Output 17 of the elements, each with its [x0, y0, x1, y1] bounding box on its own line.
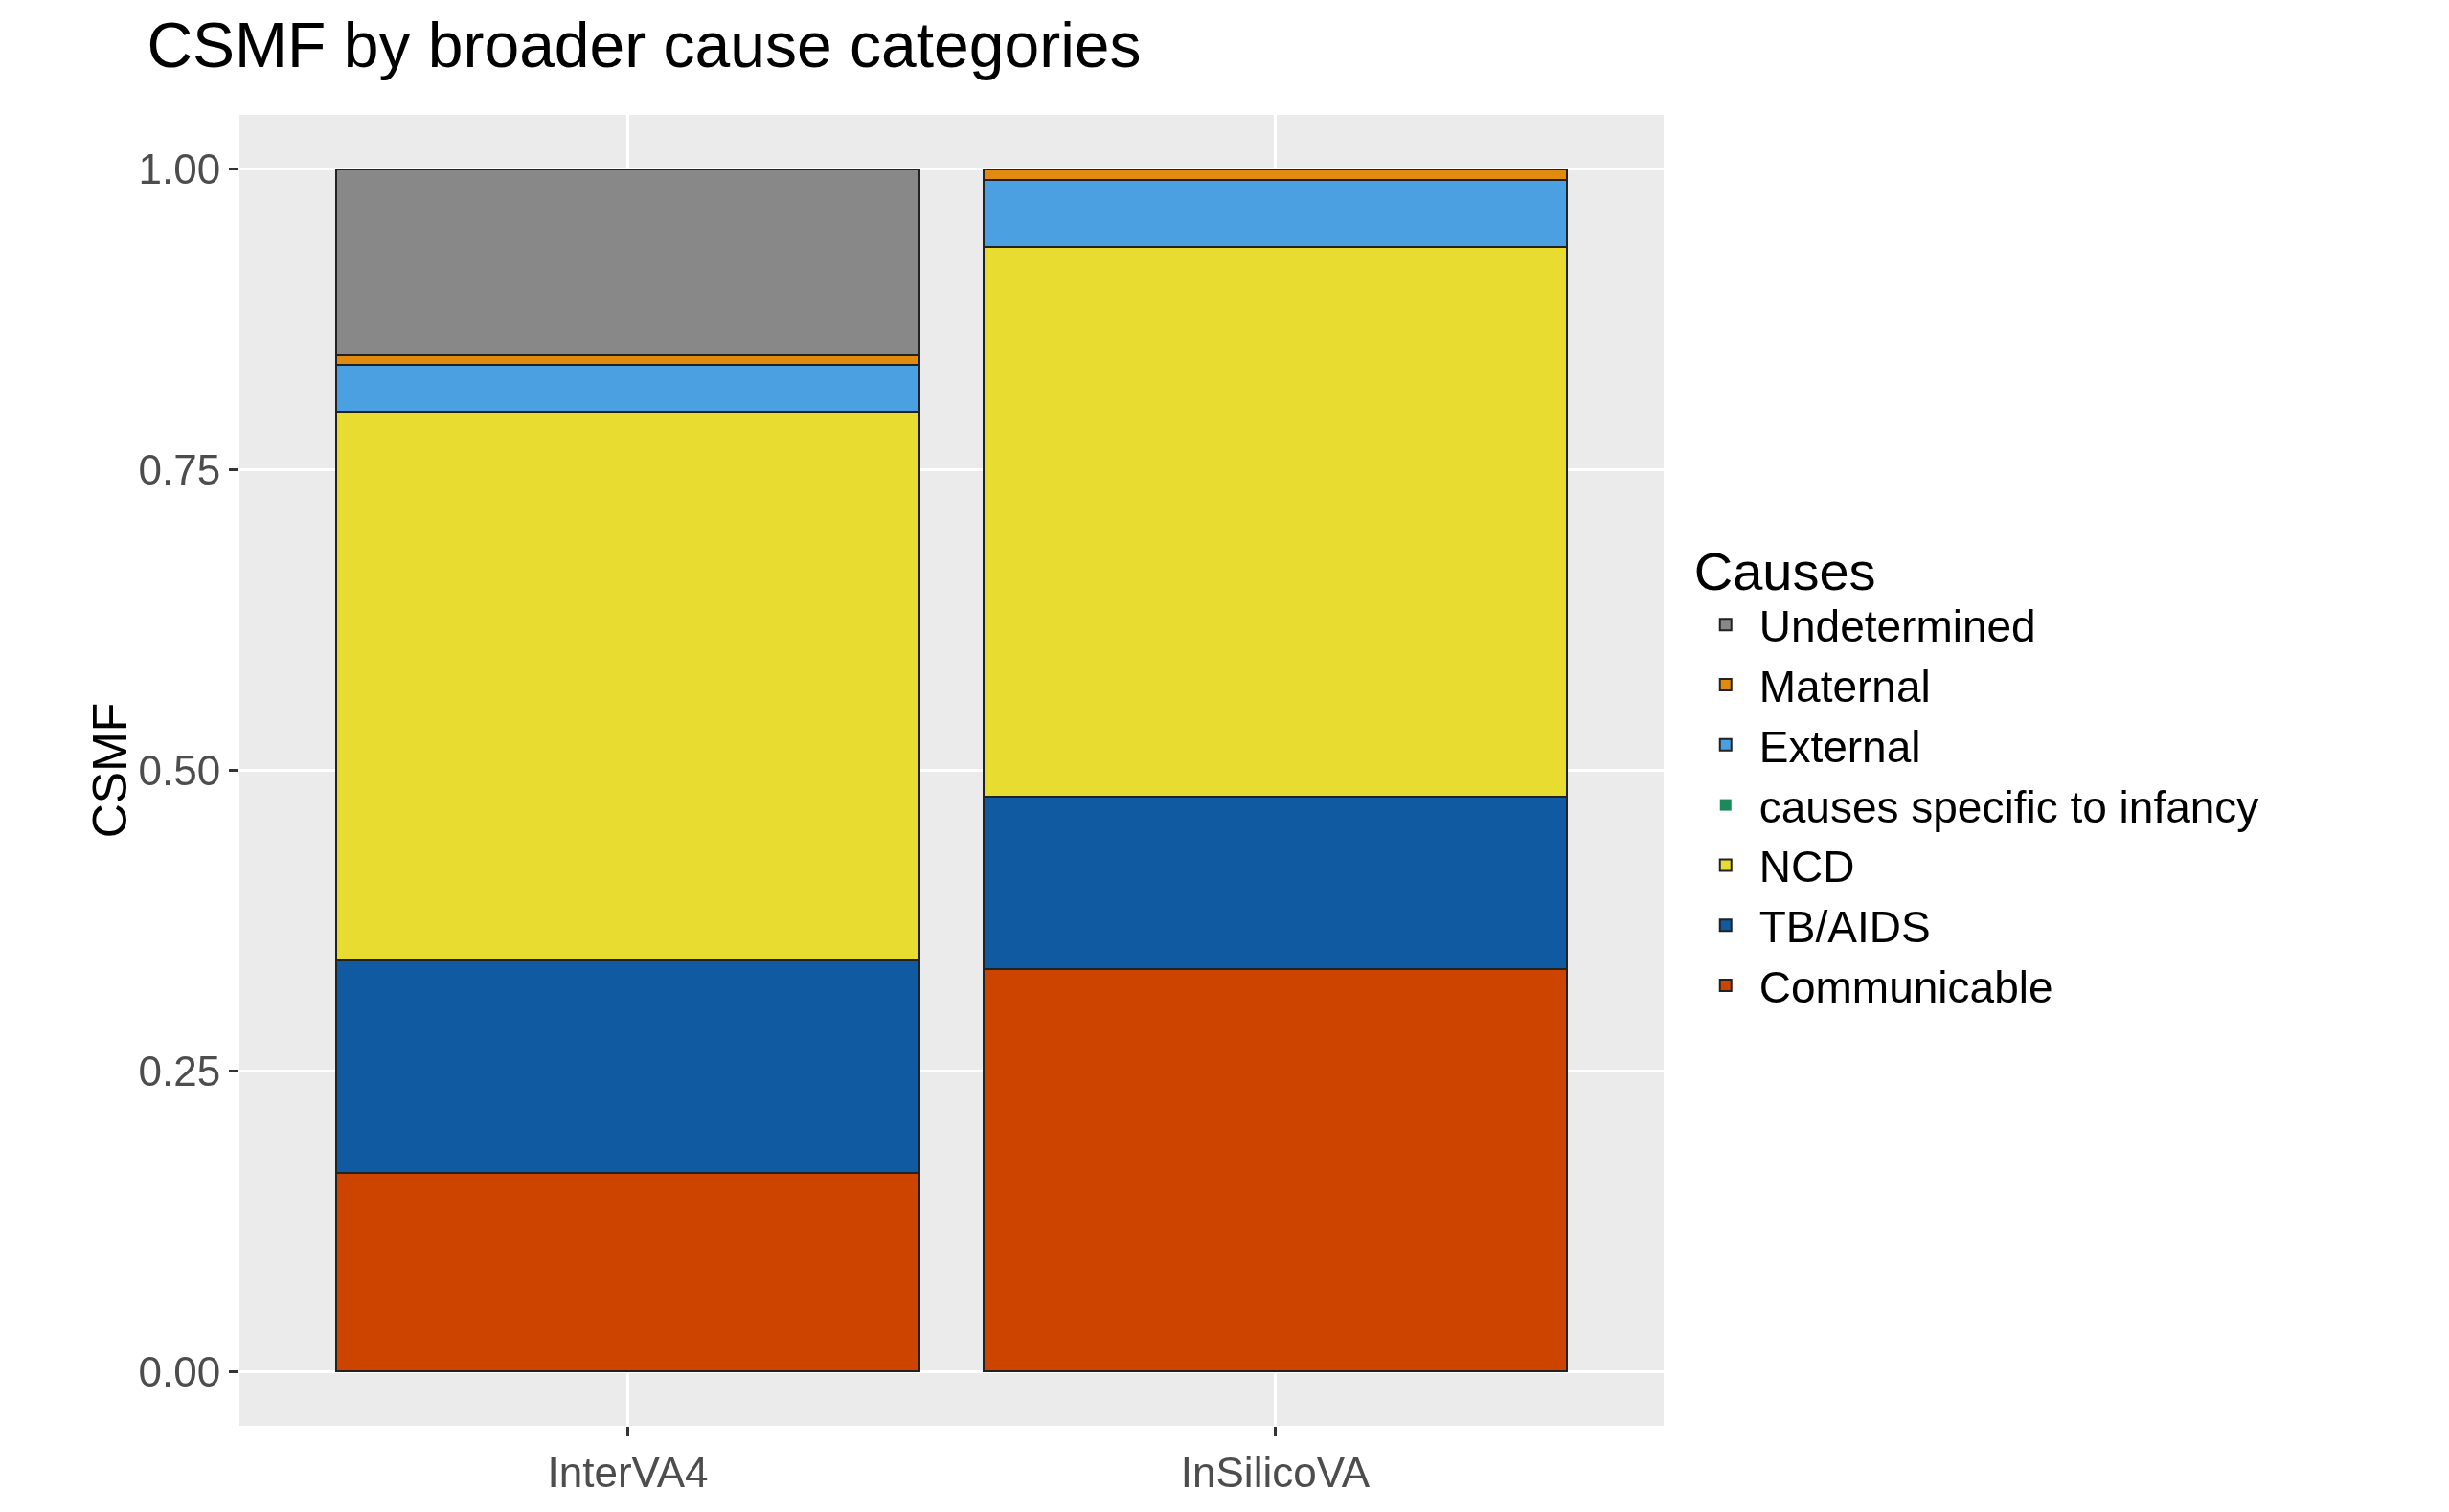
legend-label: causes specific to infancy	[1758, 781, 2259, 832]
legend-label: Communicable	[1758, 961, 2053, 1012]
legend-label: Maternal	[1758, 661, 1931, 711]
legend-title: Causes	[1693, 540, 1876, 601]
legend-label: TB/AIDS	[1758, 902, 1931, 953]
x-tick-label: InterVA4	[547, 1448, 709, 1496]
chart-title: CSMF by broader cause categories	[147, 9, 1142, 80]
y-tick-label: 0.75	[138, 445, 221, 493]
legend-label: External	[1758, 721, 1921, 772]
legend-label: Undetermined	[1758, 601, 2036, 652]
y-tick-label: 0.50	[138, 746, 221, 794]
y-tick-label: 1.00	[138, 145, 221, 192]
y-tick-label: 0.25	[138, 1047, 221, 1095]
y-axis-title: CSMF	[82, 702, 137, 839]
x-tick-label: InSilicoVA	[1180, 1448, 1371, 1496]
y-tick-label: 0.00	[138, 1347, 221, 1395]
legend-label: NCD	[1758, 842, 1855, 892]
